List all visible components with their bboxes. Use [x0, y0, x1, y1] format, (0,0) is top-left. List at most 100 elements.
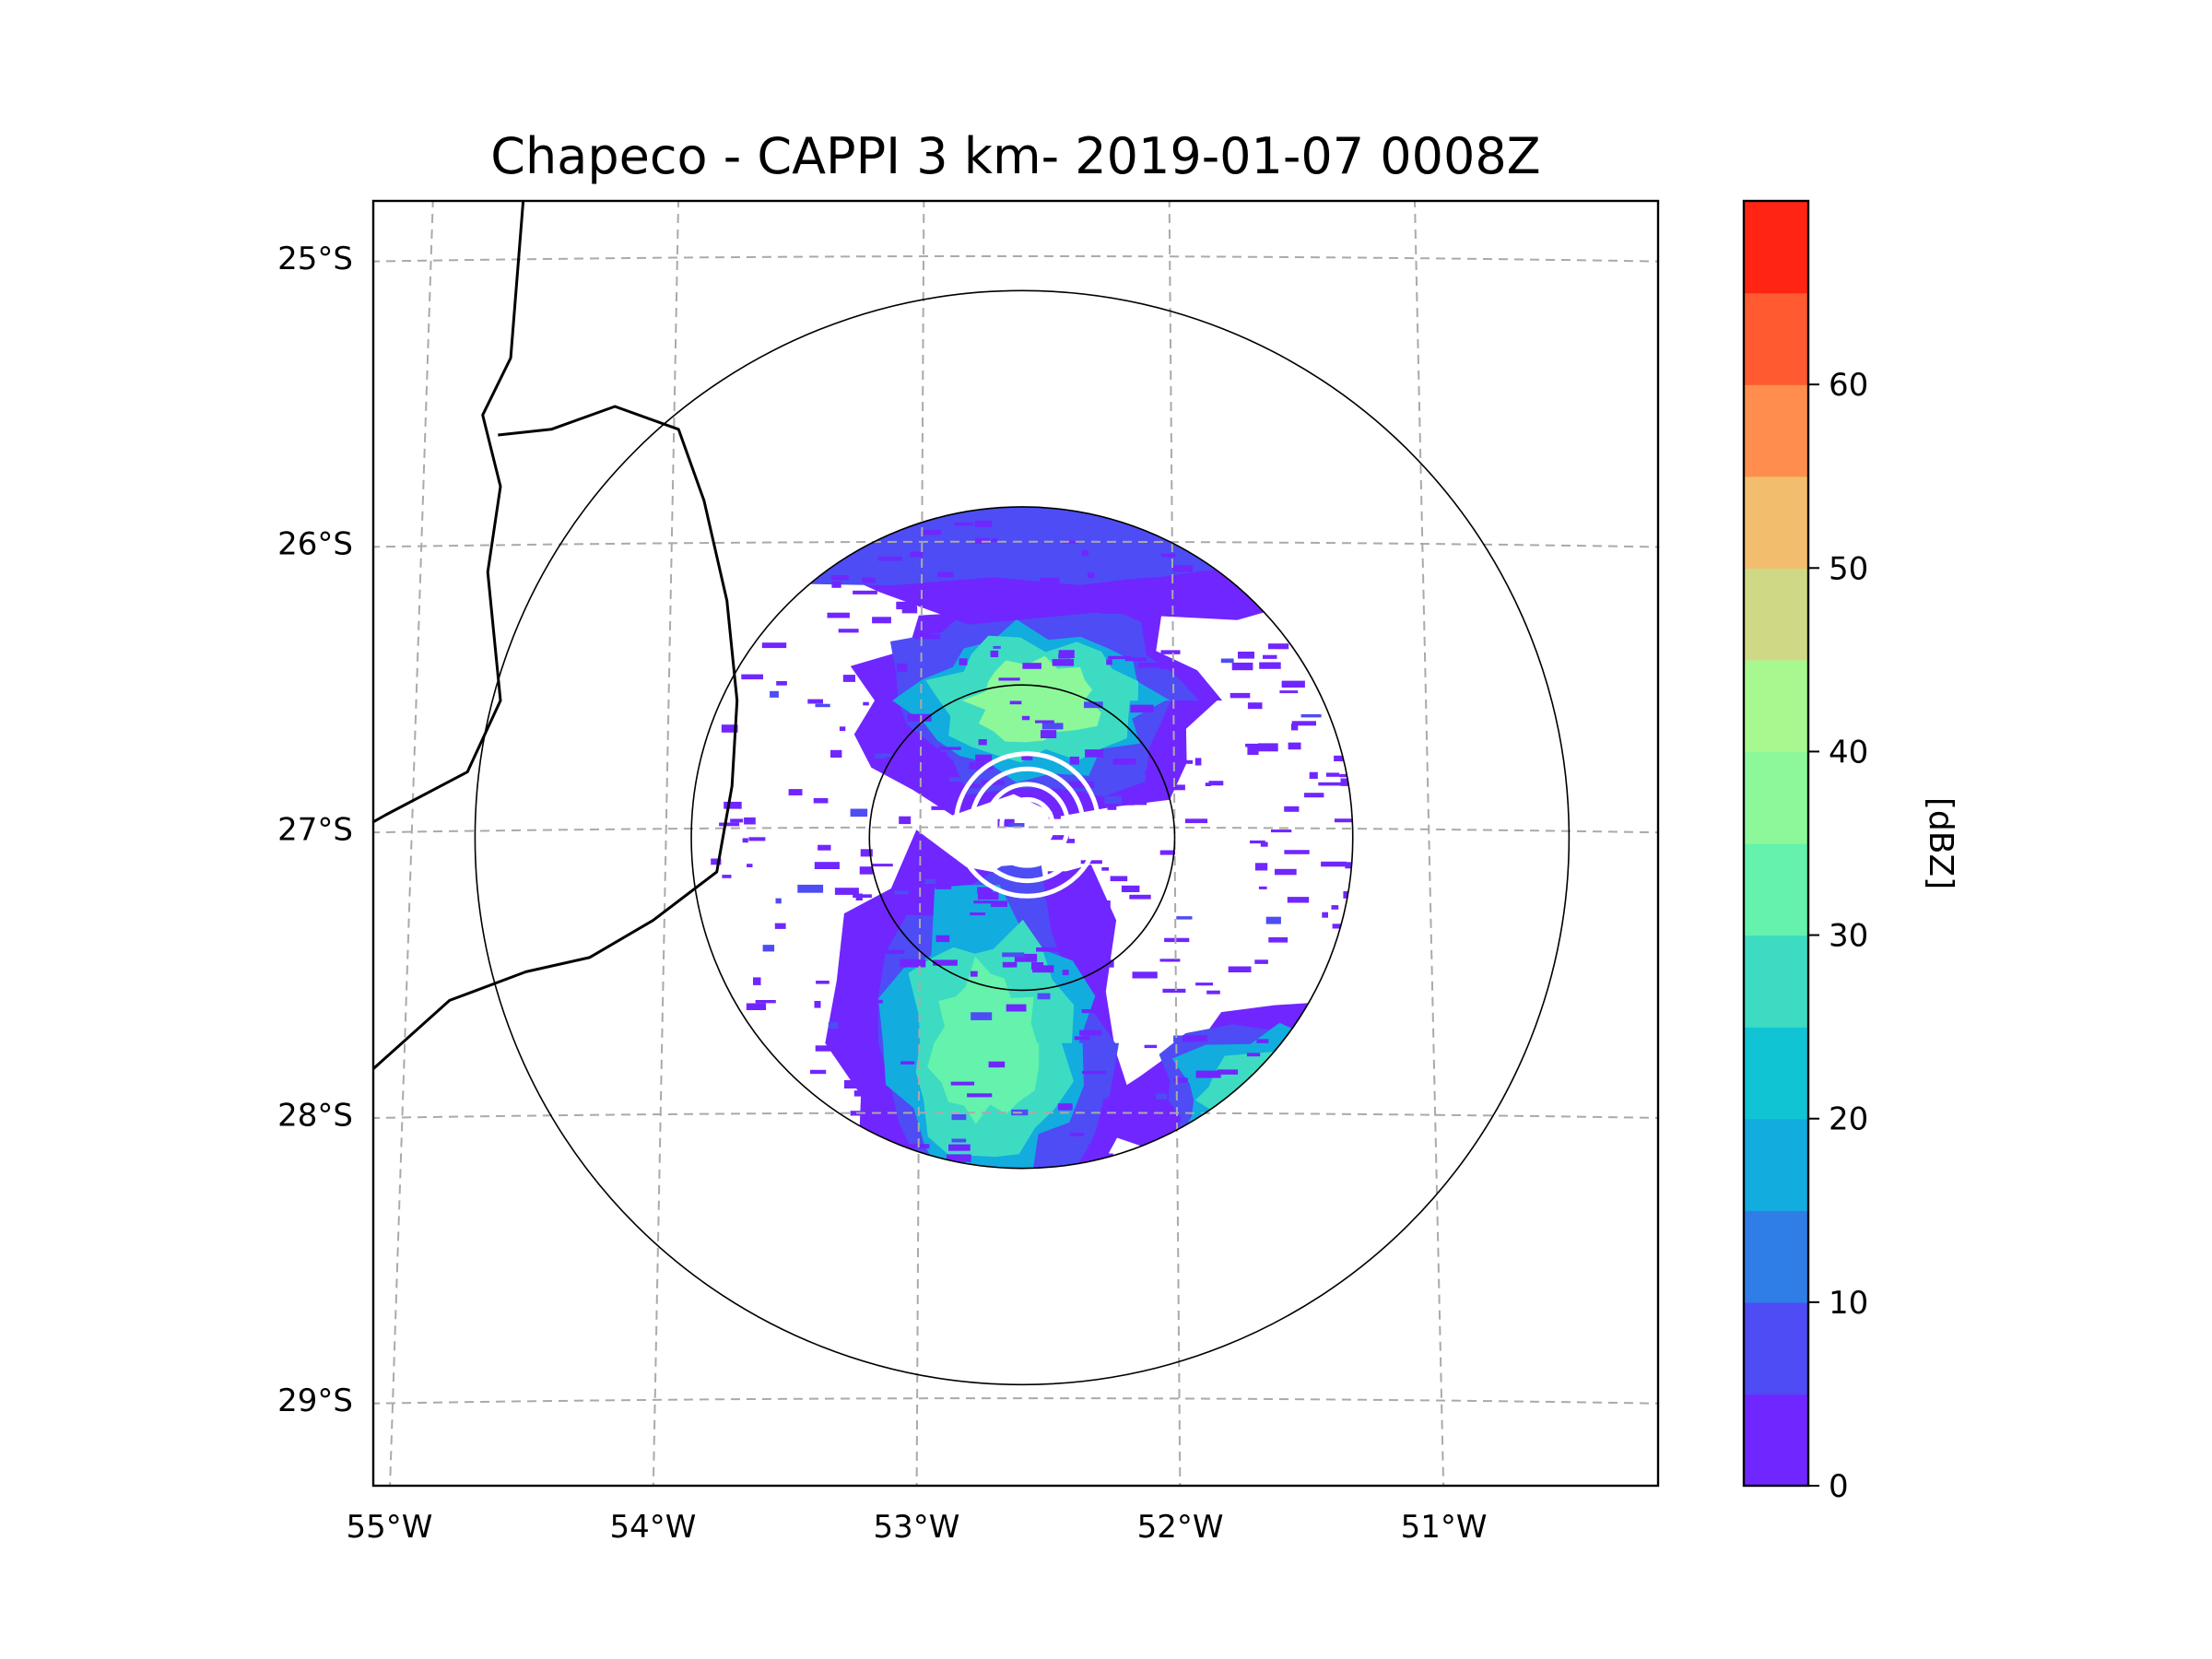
echo-speck: [853, 590, 877, 594]
echo-speck: [1101, 867, 1110, 871]
echo-speck: [1002, 952, 1025, 958]
echo-speck: [990, 650, 999, 657]
echo-speck: [991, 900, 1007, 907]
echo-speck: [935, 935, 950, 943]
echo-speck: [1246, 1053, 1261, 1057]
echo-speck: [886, 757, 901, 765]
echo-speck: [1340, 778, 1353, 786]
echo-speck: [914, 634, 941, 640]
meridian-line: [915, 201, 925, 1486]
meridian-line: [652, 201, 680, 1486]
echo-speck: [1254, 863, 1268, 871]
echo-speck: [1309, 771, 1318, 779]
echo-speck: [1130, 704, 1154, 713]
clutter-ring: [969, 766, 1086, 884]
echo-speck: [973, 900, 999, 904]
echo-speck: [931, 806, 946, 810]
echo-speck: [719, 822, 740, 827]
echo-speck: [1275, 868, 1297, 876]
echo-speck: [776, 681, 787, 686]
echo-speck: [1271, 830, 1292, 833]
clutter-ring: [983, 782, 1071, 868]
echo-speck: [1287, 897, 1310, 903]
echo-speck: [1228, 966, 1252, 972]
echo-speck: [970, 971, 978, 977]
echo-speck: [746, 1003, 767, 1010]
echo-speck: [936, 571, 954, 578]
echo-speck: [1009, 700, 1022, 705]
echo-speck: [827, 612, 850, 618]
echo-speck: [901, 606, 918, 614]
echo-speck: [1322, 912, 1328, 918]
echo-speck: [1124, 657, 1147, 662]
echo-speck: [1220, 658, 1234, 664]
echo-speck: [1181, 759, 1194, 764]
echo-speck: [1041, 723, 1064, 730]
echo-speck: [1130, 801, 1147, 806]
echo-speck: [1138, 663, 1164, 668]
echo-speck: [741, 674, 763, 680]
echo-speck: [1106, 659, 1112, 665]
echo-speck: [1081, 550, 1088, 557]
lat-tick-label: 26°S: [277, 526, 353, 563]
echo-speck: [855, 893, 863, 900]
echo-speck: [1104, 795, 1122, 805]
echo-speck: [1256, 1039, 1269, 1043]
echo-speck: [814, 862, 840, 869]
echo-speck: [1288, 742, 1301, 750]
echo-speck: [867, 673, 879, 679]
echo-speck: [1161, 553, 1176, 558]
echo-speck: [1247, 702, 1263, 710]
echo-speck: [838, 629, 859, 633]
echo-speck: [910, 551, 924, 558]
echo-speck: [1002, 961, 1018, 968]
echo-speck: [724, 801, 742, 809]
echo-speck: [1254, 959, 1268, 964]
echo-speck: [850, 808, 868, 818]
colorbar-bin: [1744, 476, 1808, 569]
echo-speck: [816, 981, 830, 984]
echo-speck: [1068, 781, 1095, 789]
clutter-ring: [999, 796, 1055, 853]
colorbar-tick-label: 30: [1829, 918, 1868, 955]
colorbar-bin: [1744, 659, 1808, 753]
echo-speck: [1259, 662, 1281, 669]
echo-speck: [1258, 886, 1267, 889]
echo-speck: [1182, 1035, 1207, 1042]
echo-speck: [722, 875, 732, 878]
echo-speck: [1260, 841, 1268, 847]
echo-speck: [1169, 720, 1184, 726]
echo-speck: [1031, 962, 1044, 970]
colorbar-bin: [1744, 843, 1808, 936]
echo-speck: [1148, 1082, 1168, 1090]
echo-speck: [936, 859, 957, 866]
echo-speck: [1045, 882, 1052, 889]
echo-speck: [1132, 971, 1158, 979]
colorbar-bin: [1744, 1301, 1808, 1395]
echo-speck: [1110, 876, 1128, 882]
echo-speck: [998, 677, 1020, 681]
echo-speck: [997, 818, 1015, 828]
colorbar-frame: [1742, 199, 1810, 1488]
echo-speck: [730, 818, 744, 823]
echo-speck: [1291, 721, 1316, 726]
echo-speck: [1008, 823, 1025, 828]
border-line: [373, 405, 739, 1071]
echo-speck: [874, 753, 891, 759]
echo-speck: [1082, 1070, 1107, 1075]
echo-speck: [1281, 680, 1305, 688]
echo-speck: [1080, 860, 1102, 865]
echo-speck: [977, 887, 993, 894]
lon-tick-label: 53°W: [874, 1509, 960, 1546]
echo-speck: [923, 530, 941, 535]
colorbar-ticks: 0 10 20 30 40 50 60: [1808, 367, 1868, 1505]
echo-speck: [1268, 936, 1288, 943]
echo-speck: [1040, 577, 1060, 584]
border-line: [373, 201, 525, 824]
colorbar-tick-label: 40: [1829, 734, 1868, 771]
echo-speck: [841, 1036, 853, 1043]
echo-speck: [830, 749, 842, 758]
lat-tick-label: 25°S: [277, 241, 353, 277]
echo-speck: [813, 797, 829, 804]
echo-speck: [1257, 743, 1278, 752]
